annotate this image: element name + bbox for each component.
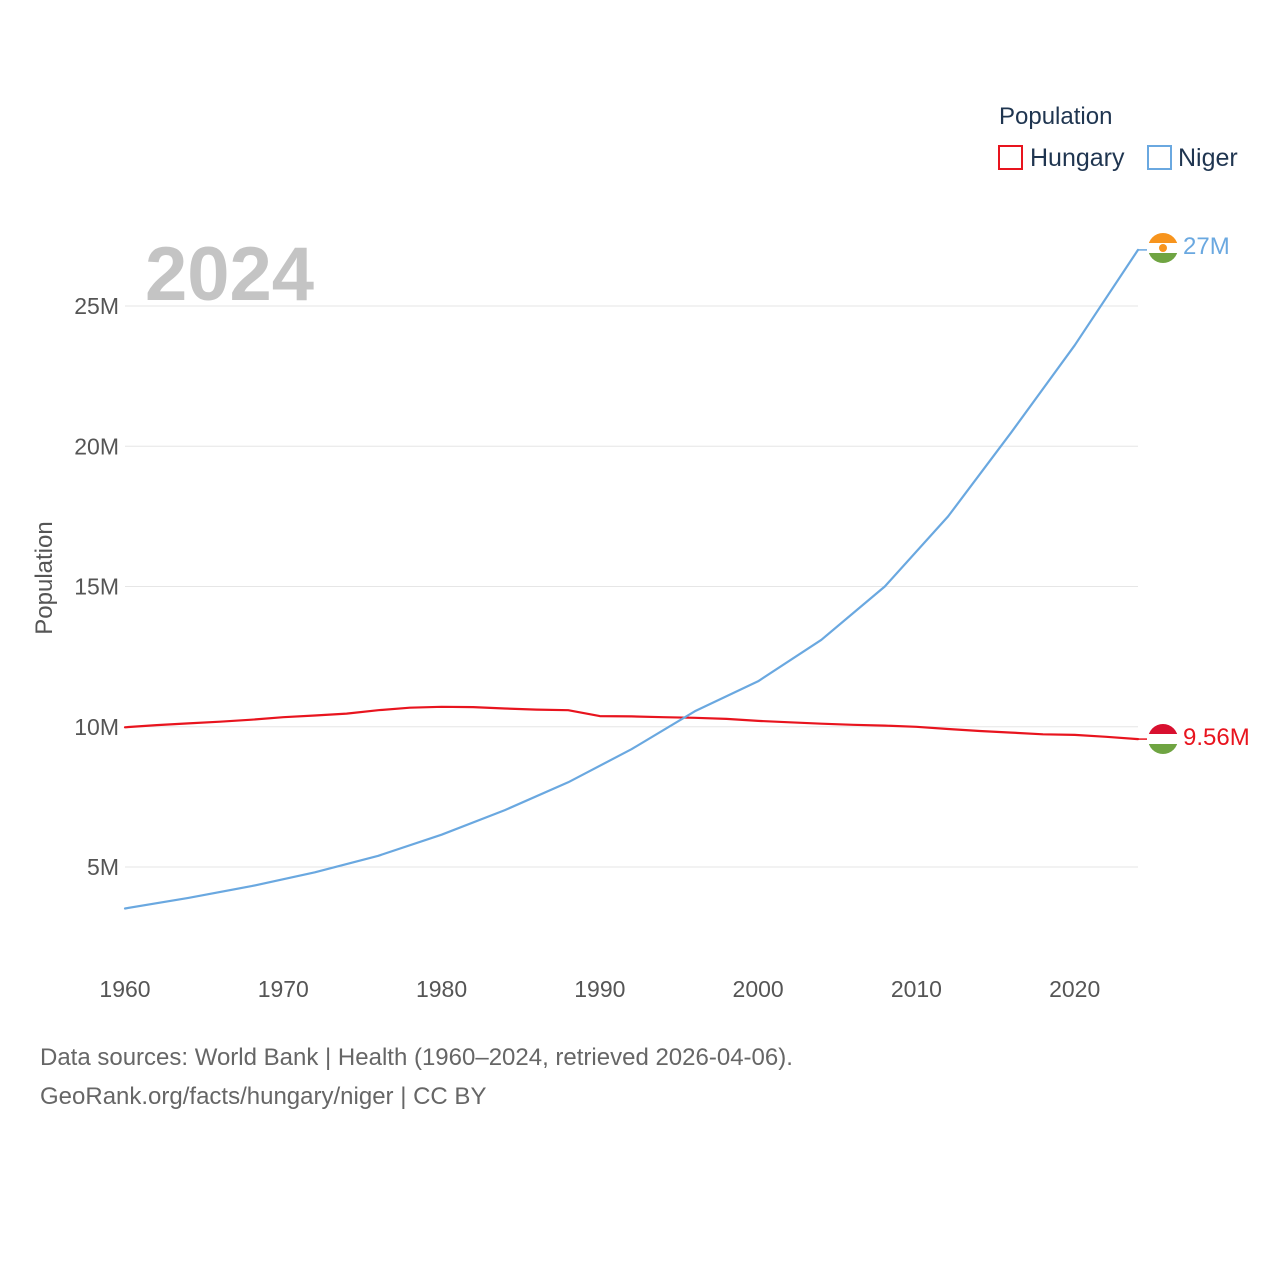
series-lines: [123, 248, 1147, 910]
y-tick-label: 20M: [74, 433, 119, 459]
y-tick-label: 5M: [87, 854, 119, 880]
y-tick-label: 25M: [74, 293, 119, 319]
series-line-niger: [123, 248, 1140, 910]
legend-title: Population: [999, 103, 1112, 130]
x-tick-label: 1980: [416, 976, 467, 1002]
x-tick-label: 2020: [1049, 976, 1100, 1002]
legend-item-niger[interactable]: Niger: [1147, 144, 1238, 172]
footer-sources: Data sources: World Bank | Health (1960–…: [40, 1044, 793, 1071]
y-axis-label: Population: [31, 521, 58, 634]
x-tick-label: 1970: [258, 976, 309, 1002]
footer-url[interactable]: GeoRank.org/facts/hungary/niger | CC BY: [40, 1083, 487, 1110]
niger-end-label: 27M: [1183, 233, 1230, 260]
x-tick-label: 1960: [99, 976, 150, 1002]
series-line-hungary: [123, 705, 1140, 741]
niger-flag-icon: [1148, 233, 1178, 263]
x-tick-label: 2000: [733, 976, 784, 1002]
x-tick-label: 1990: [574, 976, 625, 1002]
hungary-end-label: 9.56M: [1183, 724, 1250, 751]
y-tick-label: 10M: [74, 714, 119, 740]
gridlines: [125, 305, 1138, 868]
legend-label-niger: Niger: [1178, 144, 1238, 172]
legend: Population Hungary Niger: [998, 103, 1238, 172]
y-tick-label: 15M: [74, 574, 119, 600]
legend-swatch-niger: [1147, 145, 1172, 170]
x-tick-label: 2010: [891, 976, 942, 1002]
legend-label-hungary: Hungary: [1030, 144, 1125, 172]
y-axis-ticks: 5M 10M 15M 20M 25M: [74, 293, 119, 880]
hungary-flag-icon: [1148, 724, 1178, 754]
x-axis-ticks: 1960 1970 1980 1990 2000 2010 2020: [99, 976, 1100, 1002]
legend-item-hungary[interactable]: Hungary: [998, 144, 1125, 172]
year-label: 2024: [145, 232, 314, 317]
legend-swatch-hungary: [998, 145, 1023, 170]
